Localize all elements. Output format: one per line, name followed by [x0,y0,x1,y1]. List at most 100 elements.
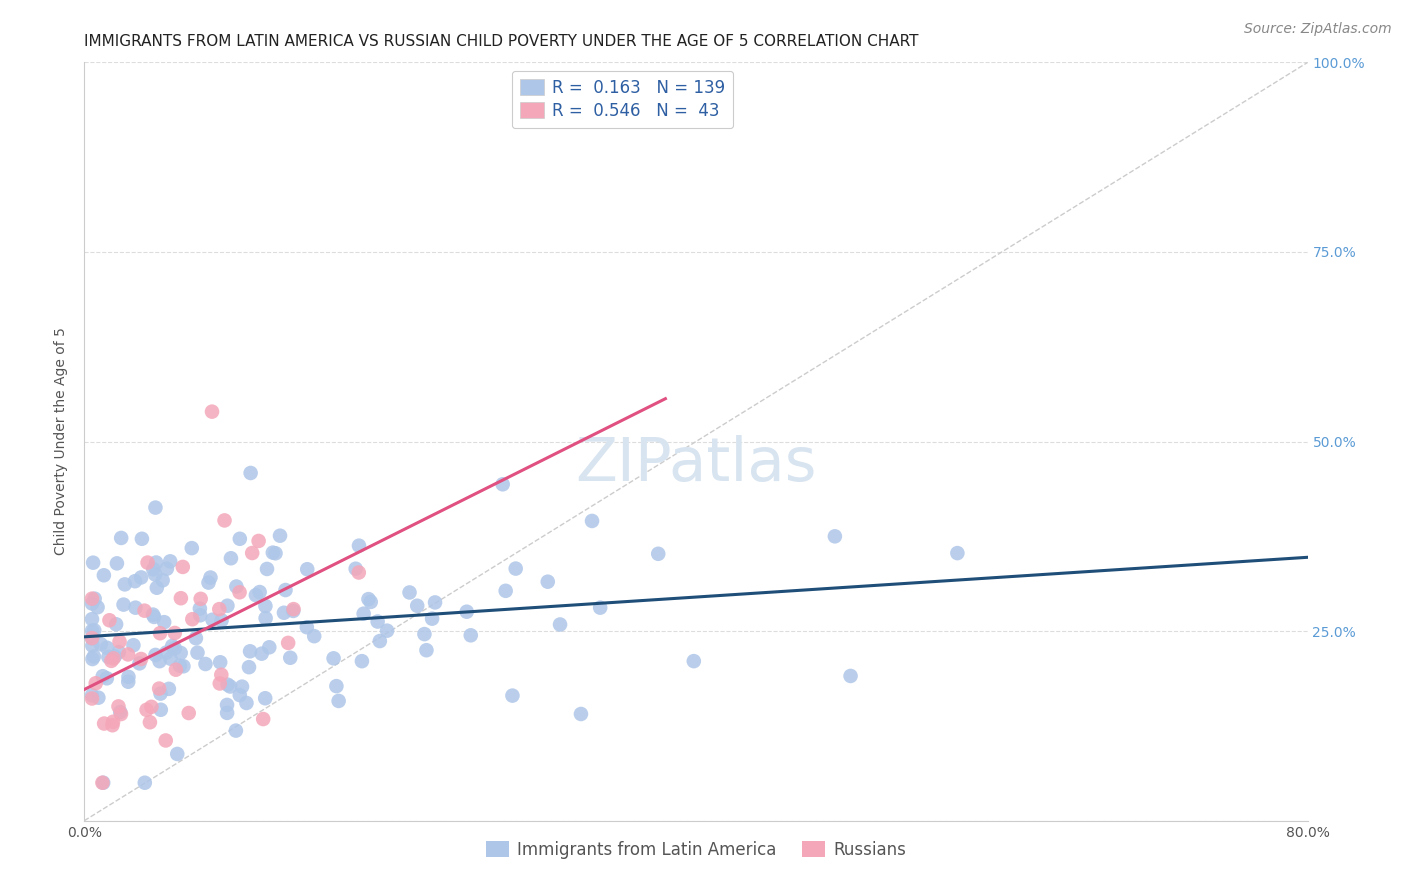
Point [188,601,211,615]
Point [302,629,325,643]
Point [108,705,131,719]
Point [398,585,420,599]
Point [101,714,124,729]
Point [117,648,139,662]
Point [104,649,127,664]
Point [91,669,114,683]
Point [219,551,242,566]
Point [80,688,103,702]
Text: ZIPatlas: ZIPatlas [575,434,817,494]
Point [229,688,252,702]
Point [188,608,211,623]
Point [273,606,295,620]
Point [278,650,301,665]
Point [501,689,523,703]
Point [456,605,478,619]
Point [259,640,281,655]
Point [225,580,247,594]
Point [160,639,183,653]
Point [159,651,181,665]
Point [122,638,145,652]
Point [148,654,170,668]
Point [295,620,318,634]
Point [108,645,131,659]
Point [80,597,103,611]
Point [98,613,121,627]
Point [142,562,165,576]
Point [201,613,224,627]
Point [107,699,129,714]
Point [155,733,177,747]
Point [134,776,156,790]
Point [262,546,284,560]
Point [129,570,152,584]
Point [145,500,167,515]
Point [406,599,429,613]
Point [423,595,446,609]
Point [156,562,179,576]
Point [194,657,217,671]
Point [172,659,194,673]
Point [460,628,482,642]
Point [201,404,224,418]
Point [170,591,193,606]
Point [131,532,153,546]
Point [170,646,193,660]
Point [97,650,120,665]
Point [108,634,131,648]
Point [181,612,204,626]
Point [124,600,146,615]
Point [328,694,350,708]
Point [548,617,571,632]
Point [254,599,277,613]
Point [254,611,277,625]
Point [83,649,105,664]
Point [96,671,118,685]
Point [250,647,273,661]
Point [80,624,103,638]
Point [215,698,238,712]
Text: Source: ZipAtlas.com: Source: ZipAtlas.com [1244,22,1392,37]
Point [80,691,103,706]
Point [239,466,262,480]
Point [217,706,239,720]
Point [231,680,253,694]
Point [190,591,212,606]
Point [172,560,194,574]
Point [647,547,669,561]
Point [82,652,104,666]
Point [86,600,108,615]
Point [141,699,163,714]
Point [839,669,862,683]
Point [350,654,373,668]
Point [492,477,515,491]
Point [84,676,107,690]
Point [229,532,252,546]
Point [142,607,165,622]
Point [211,613,233,627]
Point [283,604,305,618]
Point [128,657,150,671]
Point [214,513,236,527]
Point [93,716,115,731]
Point [225,723,247,738]
Point [80,591,103,606]
Point [124,574,146,589]
Point [249,585,271,599]
Point [177,706,200,720]
Point [347,566,370,580]
Point [166,747,188,761]
Point [581,514,603,528]
Point [139,715,162,730]
Point [129,652,152,666]
Point [101,718,124,732]
Point [505,561,527,575]
Point [157,681,180,696]
Point [228,585,250,599]
Point [117,674,139,689]
Point [91,776,114,790]
Point [420,612,443,626]
Point [87,690,110,705]
Point [91,776,114,790]
Point [217,678,239,692]
